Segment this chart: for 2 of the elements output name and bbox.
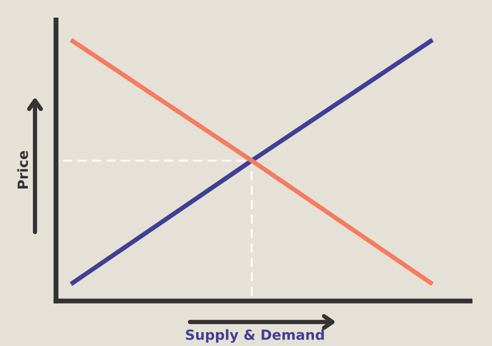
x-axis-title: Supply & Demand bbox=[186, 329, 324, 343]
y-axis-title: Price bbox=[17, 150, 28, 188]
